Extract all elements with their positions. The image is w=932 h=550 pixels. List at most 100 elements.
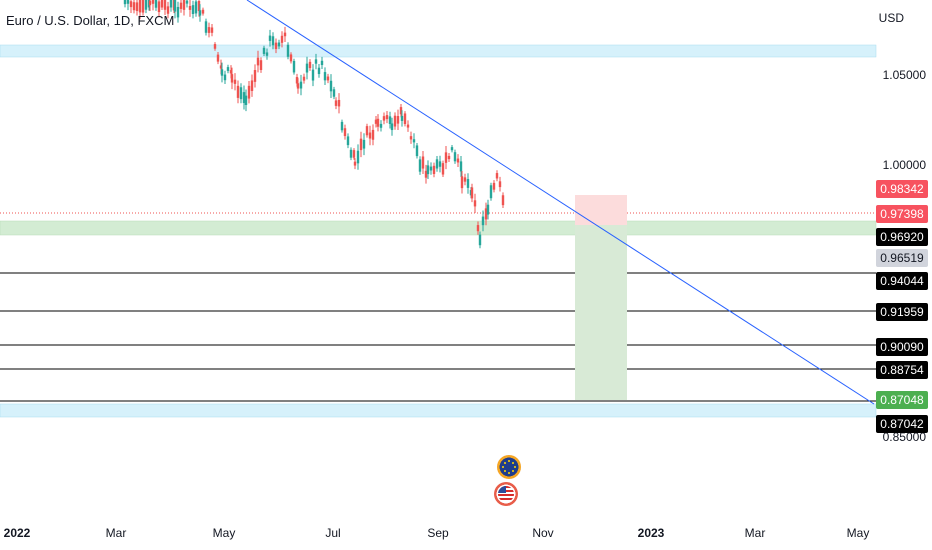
candle-body [393, 115, 397, 127]
candle-body [382, 116, 386, 121]
time-label-mar: Mar [105, 526, 127, 540]
candle-body [151, 0, 155, 4]
candle-body [495, 173, 499, 179]
euro-flag-icon[interactable] [497, 455, 521, 479]
candle-body [337, 99, 341, 107]
candle-body [141, 0, 145, 13]
candle-body [314, 59, 318, 64]
candle-body [268, 35, 272, 41]
candle-body [265, 52, 269, 56]
candle-body [489, 185, 493, 199]
candle-body [317, 67, 321, 75]
candle-body [340, 121, 344, 131]
candle-body [129, 1, 133, 8]
candle-body [233, 79, 237, 84]
candle-body [498, 181, 502, 188]
position-target-zone[interactable] [575, 225, 627, 400]
price-tag-0.98342[interactable]: 0.98342 [876, 180, 928, 198]
candle-body [123, 0, 127, 5]
candle-body [179, 2, 183, 9]
candle-body [259, 60, 263, 70]
candle-body [169, 0, 173, 8]
position-stop-zone[interactable] [575, 195, 627, 225]
trendline[interactable] [246, 0, 875, 405]
symbol-title[interactable]: Euro / U.S. Dollar, 1D, FXCM [6, 13, 175, 28]
candle-body [323, 72, 327, 81]
candle-body [201, 9, 205, 14]
candle-body [126, 0, 130, 4]
candle-body [289, 54, 293, 62]
candle-body [302, 76, 306, 81]
price-tag-0.97398[interactable]: 0.97398 [876, 205, 928, 223]
candle-body [329, 80, 333, 92]
candle-body [176, 6, 180, 18]
candle-body [352, 150, 356, 158]
us-flag-icon[interactable] [494, 482, 518, 506]
candle-body [368, 132, 372, 139]
time-label-mar-2023: Mar [744, 526, 766, 540]
candle-body [197, 1, 201, 12]
price-tag-0.88754[interactable]: 0.88754 [876, 361, 928, 379]
candle-body [144, 0, 148, 10]
candle-body [305, 63, 309, 73]
candle-body [447, 155, 451, 160]
candle-body [198, 10, 202, 16]
candle-body [210, 27, 214, 33]
candle-body [274, 42, 278, 50]
price-tag-0.94044[interactable]: 0.94044 [876, 272, 928, 290]
candle-body [247, 85, 251, 99]
candle-body [154, 0, 158, 8]
candle-body [166, 6, 170, 14]
candle-body [478, 234, 482, 246]
candle-body [135, 2, 139, 12]
candle-body [277, 42, 281, 47]
candle-body [388, 116, 392, 124]
candle-body [343, 128, 347, 137]
blue-zone-top[interactable] [0, 44, 877, 58]
candle-body [182, 0, 186, 10]
candle-body [470, 187, 474, 199]
candle-body [459, 161, 463, 172]
candle-body [160, 0, 164, 8]
candle-body [132, 2, 136, 11]
candle-body [204, 21, 208, 33]
price-tag-0.87042[interactable]: 0.87042 [876, 415, 928, 433]
candle-body [486, 204, 490, 215]
green-zone[interactable] [0, 220, 877, 236]
time-label-2022: 2022 [3, 526, 31, 540]
candle-body [429, 166, 433, 171]
time-label-may-2023: May [846, 526, 870, 540]
price-tag-0.90090[interactable]: 0.90090 [876, 338, 928, 356]
price-tick-0.85: 0.85000 [882, 430, 926, 444]
candle-body [379, 123, 383, 128]
candle-body [256, 57, 260, 66]
time-label-jul: Jul [325, 526, 341, 540]
candle-body [219, 65, 223, 69]
candle-body [432, 165, 436, 175]
candle-body [326, 76, 330, 81]
time-label-2023: 2023 [637, 526, 665, 540]
candle-body [409, 136, 413, 140]
price-tag-0.96519[interactable]: 0.96519 [876, 249, 928, 267]
candle-body [188, 6, 192, 10]
candle-body [456, 158, 460, 163]
candle-body [374, 119, 378, 124]
candle-body [216, 54, 220, 62]
candle-body [207, 27, 211, 33]
price-tag-0.91959[interactable]: 0.91959 [876, 303, 928, 321]
candle-body [415, 145, 419, 157]
blue-zone-bottom[interactable] [0, 403, 877, 418]
candle-body [138, 0, 142, 13]
candle-body [460, 176, 464, 189]
candle-body [396, 116, 400, 124]
candle-body [484, 208, 488, 220]
candle-body [376, 118, 380, 127]
candle-body [223, 74, 227, 81]
candle-body [157, 1, 161, 13]
candle-body [220, 69, 224, 76]
candle-body [253, 70, 257, 82]
time-label-sep: Sep [427, 526, 449, 540]
price-tag-0.87048[interactable]: 0.87048 [876, 391, 928, 409]
price-tag-0.96920[interactable]: 0.96920 [876, 228, 928, 246]
